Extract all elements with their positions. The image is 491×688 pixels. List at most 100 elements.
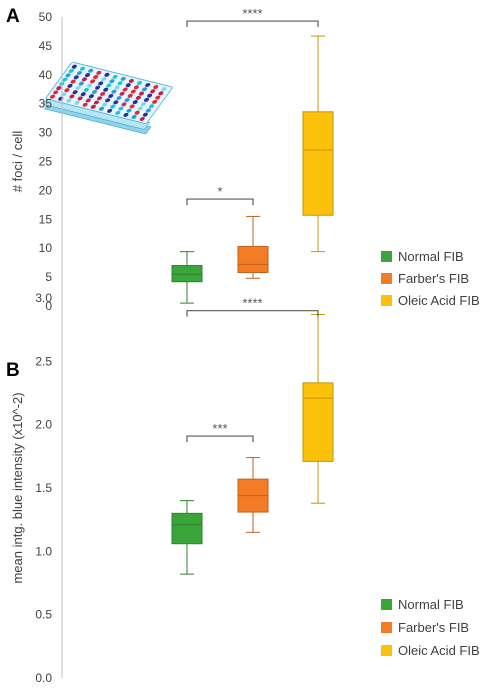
plate-well	[50, 94, 56, 99]
y-axis-label: # foci / cell	[10, 131, 25, 193]
legend-swatch	[381, 645, 392, 656]
box-2	[302, 35, 334, 253]
plate-well	[142, 112, 148, 117]
legend-swatch	[381, 599, 392, 610]
well-plate-icon	[42, 61, 173, 135]
legend-swatch	[381, 622, 392, 633]
plate-well	[137, 106, 143, 111]
plate-well	[106, 83, 112, 88]
plate-well	[129, 104, 135, 109]
y-tick-label: 50	[39, 10, 53, 24]
y-tick-label: 25	[39, 155, 53, 169]
plate-well	[70, 79, 76, 84]
plate-well	[64, 88, 70, 93]
plate-well	[88, 68, 94, 73]
plate-well	[53, 90, 59, 95]
plate-well	[91, 89, 98, 94]
bracket-line	[186, 20, 319, 28]
box-iqr	[237, 245, 269, 273]
plate-well	[69, 94, 75, 99]
plate-well	[100, 91, 106, 96]
plate-well	[145, 108, 151, 113]
y-tick-label: 1.5	[35, 481, 52, 495]
plate-well	[135, 95, 141, 100]
legend-swatch	[381, 295, 392, 306]
y-tick-label: 40	[39, 68, 53, 82]
plate-well	[121, 102, 127, 107]
plate-well	[66, 98, 72, 103]
plate-well	[125, 83, 131, 88]
plate-well	[153, 85, 159, 90]
panel-b-label: B	[6, 360, 20, 381]
plate-well	[143, 97, 150, 102]
panel-a-label: A	[6, 6, 20, 27]
plate-well	[74, 100, 80, 105]
plate-well	[126, 108, 132, 113]
legend-label: Normal FIB	[398, 249, 464, 264]
plate-well	[96, 96, 103, 101]
plate-well	[96, 70, 102, 75]
plate-well	[120, 76, 126, 81]
plate-well	[101, 77, 107, 82]
plate-well	[68, 68, 74, 73]
plate-well	[71, 64, 77, 69]
plate-well	[150, 89, 156, 94]
plate-well	[130, 89, 136, 94]
chart-panel-b: 0.0 0.5 1.0 1.5 2.0 2.5 3.0 mean intg. blue int…	[10, 291, 480, 685]
plate-well	[108, 94, 114, 98]
significance-bracket: ***	[186, 421, 254, 443]
plate-well	[124, 98, 130, 103]
plate-well	[155, 95, 161, 100]
legend-label: Farber's FIB	[398, 271, 469, 286]
box-1	[237, 215, 269, 279]
plate-well	[93, 75, 99, 80]
plate-well	[80, 92, 86, 97]
box-0	[171, 251, 203, 304]
plate-well	[56, 86, 62, 91]
y-tick-label: 45	[39, 39, 53, 53]
significance-label: *	[217, 184, 222, 199]
plate-well	[84, 73, 91, 78]
plate-well	[119, 91, 125, 96]
plate-well	[136, 80, 143, 85]
plate-well	[79, 66, 86, 71]
legend-label: Oleic Acid FIB	[398, 293, 480, 308]
plate-well	[83, 87, 89, 92]
plate-well	[138, 91, 145, 96]
plate-well	[148, 104, 155, 109]
box-iqr	[302, 382, 334, 462]
legend-swatch	[381, 251, 392, 262]
y-tick-label: 0.0	[35, 671, 52, 685]
box-1	[237, 457, 269, 533]
box-iqr	[171, 265, 203, 283]
plate-well	[118, 106, 124, 111]
plate-well	[127, 93, 133, 98]
significance-label: ****	[242, 6, 262, 21]
plate-well	[109, 79, 115, 84]
plate-well	[76, 71, 82, 75]
plate-well	[139, 116, 145, 121]
y-tick-label: 2.0	[35, 418, 52, 432]
plate-well	[123, 112, 129, 117]
legend-swatch	[381, 273, 392, 284]
y-tick-label: 1.0	[35, 544, 52, 558]
plate-well	[77, 96, 83, 101]
legend-item: Farber's FIB	[381, 620, 469, 635]
y-tick-label: 20	[39, 183, 53, 197]
plate-well	[116, 96, 122, 101]
bracket-line	[186, 435, 254, 443]
plate-well	[161, 87, 167, 92]
y-tick-label: 2.5	[35, 354, 52, 368]
plate-body	[42, 61, 173, 135]
plate-well	[117, 81, 123, 86]
box-0	[171, 500, 203, 575]
y-tick-label: 0.5	[35, 608, 52, 622]
y-tick-label: 5	[45, 270, 52, 284]
plate-well	[132, 100, 138, 105]
legend-item: Oleic Acid FIB	[381, 293, 480, 308]
plate-well	[102, 102, 108, 107]
significance-label: ***	[212, 421, 227, 436]
plate-well	[95, 85, 101, 90]
plate-well	[112, 74, 118, 79]
